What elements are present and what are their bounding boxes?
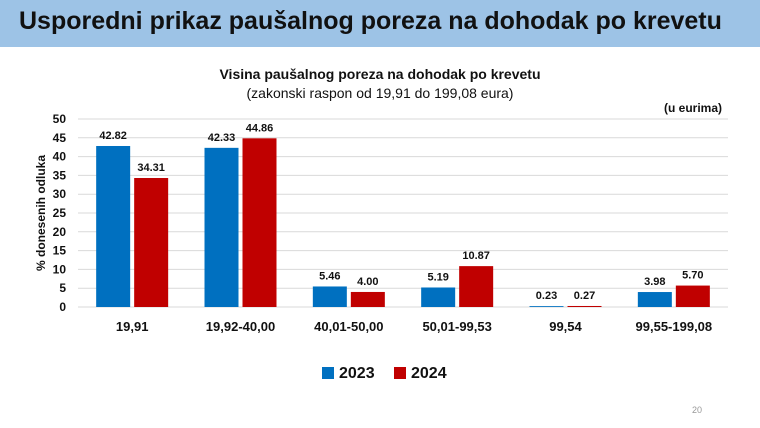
- data-label: 10.87: [462, 250, 490, 262]
- data-label: 3.98: [644, 276, 665, 288]
- x-tick-label: 99,54: [549, 319, 582, 334]
- bar-2024: [350, 291, 385, 307]
- bar-2023: [204, 147, 239, 307]
- x-tick-label: 19,92-40,00: [206, 319, 275, 334]
- y-tick-label: 30: [53, 187, 67, 201]
- data-label: 42.33: [208, 132, 236, 144]
- data-label: 4.00: [357, 276, 378, 288]
- y-tick-label: 5: [59, 281, 66, 295]
- legend-label: 2023: [339, 365, 375, 382]
- data-label: 42.82: [99, 130, 127, 142]
- y-tick-label: 40: [53, 150, 67, 164]
- bar-2024: [675, 285, 710, 307]
- bar-2024: [459, 266, 494, 307]
- chart-subtitle: (zakonski raspon od 19,91 do 199,08 eura…: [246, 85, 514, 101]
- y-tick-label: 45: [53, 131, 67, 145]
- bar-2023: [637, 292, 672, 307]
- chart-title: Visina paušalnog poreza na dohodak po kr…: [219, 66, 541, 82]
- y-tick-label: 0: [59, 300, 66, 314]
- data-label: 0.27: [574, 290, 595, 302]
- data-label: 0.23: [536, 290, 557, 302]
- data-label: 5.19: [427, 271, 448, 283]
- x-tick-label: 50,01-99,53: [422, 319, 491, 334]
- page-number: 20: [691, 405, 702, 415]
- bar-2023: [529, 306, 564, 307]
- bar-2023: [421, 287, 456, 307]
- bar-2024: [567, 305, 602, 307]
- bar-2023: [96, 145, 131, 307]
- unit-note: (u eurima): [663, 101, 722, 115]
- x-tick-label: 40,01-50,00: [314, 319, 383, 334]
- data-label: 5.70: [682, 270, 703, 282]
- y-tick-label: 50: [53, 112, 67, 126]
- title-banner: Usporedni prikaz paušalnog poreza na doh…: [0, 0, 760, 47]
- x-tick-label: 19,91: [116, 319, 149, 334]
- y-axis-label: % donesenih odluka: [34, 155, 48, 271]
- y-tick-label: 35: [53, 168, 67, 182]
- legend-label: 2024: [411, 365, 447, 382]
- y-tick-label: 10: [53, 262, 67, 276]
- data-label: 34.31: [137, 162, 165, 174]
- y-tick-label: 20: [53, 225, 67, 239]
- data-label: 44.86: [246, 122, 274, 134]
- legend-swatch: [394, 367, 406, 379]
- bar-2023: [312, 286, 347, 307]
- legend-swatch: [322, 367, 334, 379]
- page-title: Usporedni prikaz paušalnog poreza na doh…: [19, 7, 722, 35]
- bar-2024: [134, 177, 169, 307]
- x-tick-label: 99,55-199,08: [636, 319, 713, 334]
- y-tick-label: 25: [53, 206, 67, 220]
- data-label: 5.46: [319, 270, 340, 282]
- bar-2024: [242, 138, 277, 307]
- y-tick-label: 15: [53, 244, 67, 258]
